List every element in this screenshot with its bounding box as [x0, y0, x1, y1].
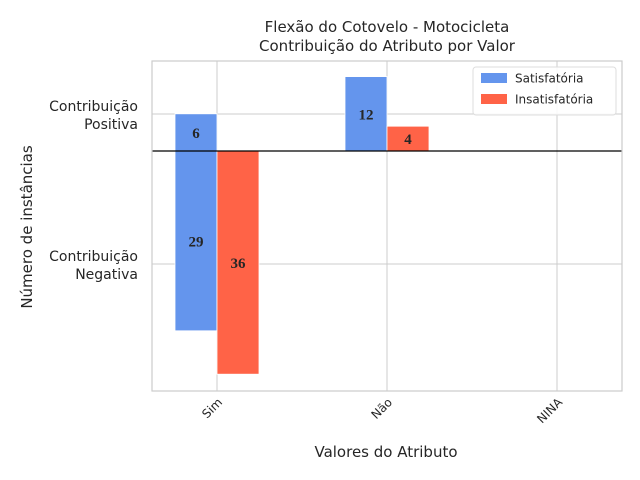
data-label: 12: [359, 107, 374, 123]
x-tick-label: NINA: [534, 395, 565, 426]
bar-satisfatoria-positive: [344, 76, 388, 152]
x-tick-label: Sim: [199, 395, 225, 421]
legend-swatch: [481, 94, 507, 104]
bar-satisfatoria-negative: [174, 150, 218, 332]
bar-insatisfatoria-positive: [386, 125, 430, 152]
data-labels: 6 29 36 12 4: [189, 107, 413, 272]
x-axis-label: Valores do Atributo: [314, 443, 457, 461]
bars: [174, 76, 430, 375]
x-tick-label: Não: [368, 395, 395, 422]
y-tick-label: Positiva: [84, 117, 138, 133]
legend-swatch: [481, 73, 507, 83]
chart-title-line: Flexão do Cotovelo - Motocicleta: [265, 18, 510, 36]
data-label: 6: [192, 126, 200, 142]
data-label: 29: [189, 234, 204, 250]
chart-title: Flexão do Cotovelo - MotocicletaContribu…: [259, 18, 516, 55]
legend: Satisfatória Insatisfatória: [472, 66, 617, 116]
data-label: 4: [404, 132, 412, 148]
y-tick-labels: Contribuição Positiva Contribuição Negativa: [49, 99, 138, 283]
y-tick-label: Contribuição: [49, 99, 138, 115]
legend-label: Insatisfatória: [515, 93, 593, 107]
y-tick-label: Contribuição: [49, 249, 138, 265]
plot-frame: [151, 60, 623, 392]
bar-satisfatoria-positive: [174, 113, 218, 152]
y-axis-label: Número de instâncias: [18, 145, 36, 309]
legend-box: [472, 66, 617, 116]
chart-title-line: Contribuição do Atributo por Valor: [259, 37, 516, 55]
x-tick-labels: Sim Não NINA: [199, 395, 565, 426]
data-label: 36: [231, 256, 247, 272]
y-tick-label: Negativa: [75, 267, 138, 283]
legend-label: Satisfatória: [515, 72, 584, 86]
